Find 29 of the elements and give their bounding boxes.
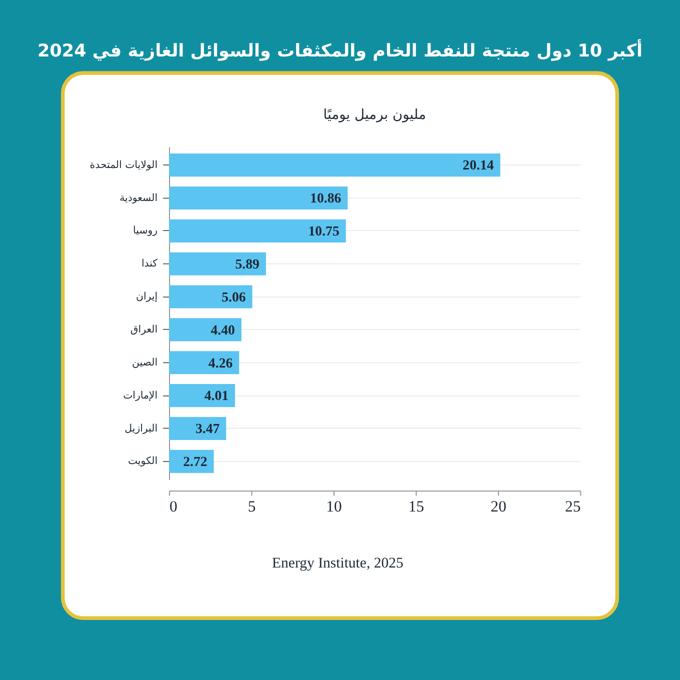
y-tick-label: الإمارات xyxy=(123,390,158,402)
data-label: 3.47 xyxy=(195,421,220,436)
y-tick-label: كندا xyxy=(141,258,158,270)
y-tick-label: إيران xyxy=(136,292,158,303)
data-label: 2.72 xyxy=(183,454,208,470)
data-label: 20.14 xyxy=(462,158,494,173)
x-tick-label: 10 xyxy=(326,498,342,516)
x-tick-label: 5 xyxy=(248,498,256,516)
chart-subtitle: مليون برميل يوميًا xyxy=(323,107,426,124)
y-tick-label: العراق xyxy=(130,324,158,336)
data-label: 4.26 xyxy=(208,355,233,370)
x-tick-label: 0 xyxy=(170,498,178,516)
data-label: 4.40 xyxy=(210,322,236,338)
x-tick-label: 15 xyxy=(408,498,424,516)
x-tick-label: 25 xyxy=(564,498,581,516)
y-tick-label: الكويت xyxy=(128,456,158,468)
y-tick-label: روسيا xyxy=(133,226,158,237)
y-tick-label: الولايات المتحدة xyxy=(90,160,158,171)
data-label: 4.01 xyxy=(204,388,229,404)
y-tick-label: السعودية xyxy=(120,192,158,204)
data-label: 10.75 xyxy=(308,224,340,239)
data-label: 10.86 xyxy=(310,190,342,206)
text: Energy Institute, 2025 xyxy=(272,555,404,572)
x-tick-label: 20 xyxy=(490,498,506,516)
chart-title: أكبر 10 دول منتجة للنفط الخام والمكثفات والسوائل الغازية في 2024 xyxy=(37,38,643,62)
data-label: 5.06 xyxy=(222,289,246,304)
y-tick-label: البرازيل xyxy=(124,423,158,434)
data-label: 5.89 xyxy=(235,256,260,272)
y-tick-label: الصين xyxy=(132,357,158,368)
